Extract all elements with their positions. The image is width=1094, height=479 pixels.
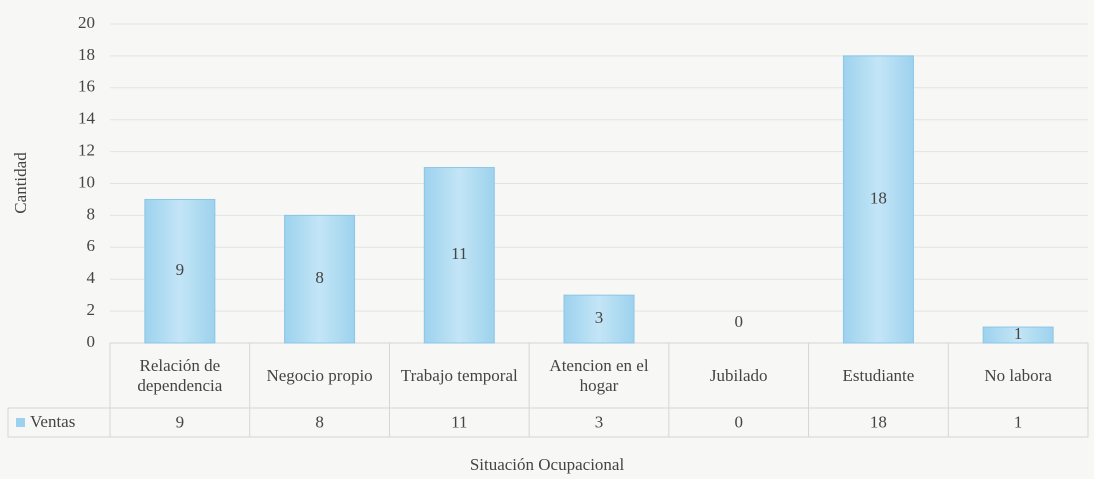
x-tick-label: Estudiante: [842, 365, 915, 385]
data-label: 1: [1014, 324, 1023, 343]
data-label: 18: [870, 188, 887, 207]
table-value: 18: [870, 412, 887, 431]
x-tick-label: No labora: [984, 365, 1052, 385]
y-tick-label: 2: [87, 300, 96, 319]
bar: [982, 326, 1054, 344]
x-tick-label: Negocio propio: [266, 365, 373, 385]
x-tick-label-box: Relación de dependencia: [137, 355, 223, 395]
y-tick-label: 4: [87, 268, 96, 287]
table-value: 8: [315, 412, 324, 431]
table-value: 0: [734, 412, 743, 431]
y-axis-title: Cantidad: [11, 152, 30, 214]
x-tick-label: Relación de dependencia: [137, 355, 223, 395]
y-tick-label: 18: [78, 45, 95, 64]
bar: [284, 214, 356, 344]
bar: [144, 198, 216, 344]
data-label: 9: [176, 260, 185, 279]
legend-swatch: [16, 418, 25, 427]
y-tick-label: 8: [87, 204, 96, 223]
table-value: 1: [1014, 412, 1023, 431]
x-tick-label: Trabajo temporal: [400, 365, 518, 385]
x-tick-label-box: Estudiante: [842, 365, 915, 385]
x-axis-title: Situación Ocupacional: [470, 455, 625, 474]
data-label: 3: [595, 308, 604, 327]
table-value: 3: [595, 412, 604, 431]
x-tick-label: Jubilado: [709, 365, 768, 385]
y-tick-label: 14: [78, 109, 96, 128]
y-tick-label: 20: [78, 13, 95, 32]
data-label: 0: [734, 312, 743, 331]
table-value: 11: [451, 412, 467, 431]
x-tick-label: Atencion en el hogar: [549, 355, 649, 395]
x-tick-label-box: No labora: [984, 365, 1052, 385]
y-tick-label: 10: [78, 172, 95, 191]
y-tick-label: 16: [78, 77, 95, 96]
data-label: 11: [451, 244, 467, 263]
data-label: 8: [315, 268, 324, 287]
bar: [423, 167, 495, 344]
legend-label: Ventas: [30, 412, 75, 431]
x-tick-label-box: Atencion en el hogar: [549, 355, 649, 395]
table-value: 9: [176, 412, 185, 431]
x-tick-label-box: Negocio propio: [266, 365, 373, 385]
x-tick-label-box: Jubilado: [709, 365, 768, 385]
bar: [842, 55, 914, 344]
y-tick-label: 6: [87, 236, 96, 255]
x-tick-label-box: Trabajo temporal: [400, 365, 518, 385]
y-tick-label: 12: [78, 141, 95, 160]
y-tick-label: 0: [87, 332, 96, 351]
bar: [563, 294, 635, 344]
